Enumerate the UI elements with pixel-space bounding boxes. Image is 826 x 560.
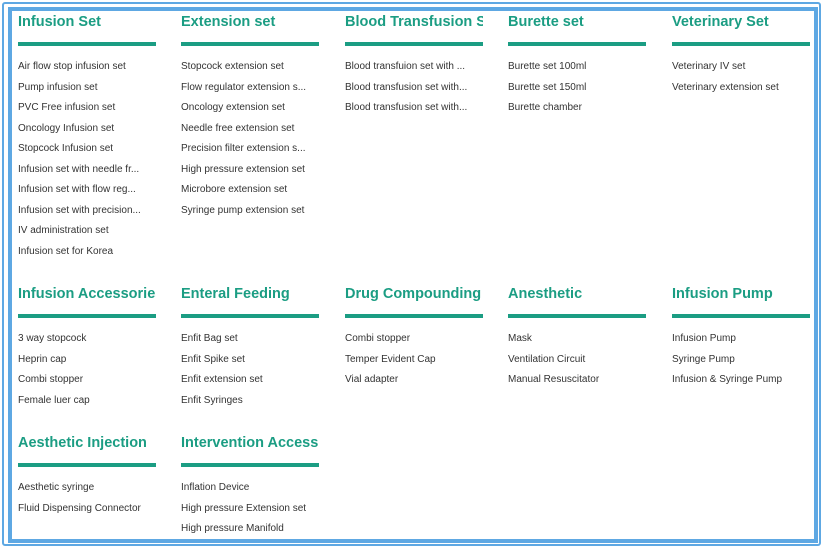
category-title[interactable]: Infusion Set <box>18 14 101 30</box>
title-underline <box>672 314 810 318</box>
menu-link[interactable]: Ventilation Circuit <box>508 353 586 365</box>
category-title[interactable]: Burette set <box>508 14 584 30</box>
title-underline <box>181 314 319 318</box>
item-list: Mask Ventilation Circuit Manual Resuscitat… <box>508 332 646 394</box>
menu-link[interactable]: Mask <box>508 333 532 344</box>
category-infusion-accessories: Infusion Accessories 3 way stopcock Heprin… <box>18 284 156 414</box>
title-underline <box>508 314 646 318</box>
category-title[interactable]: Enteral Feeding <box>181 286 290 302</box>
item-list: Infusion Pump Syringe Pump Infusion & Syri… <box>672 332 810 394</box>
menu-link[interactable]: Flow regulator extension s... <box>181 81 307 93</box>
menu-link[interactable]: Syringe pump extension set <box>181 204 305 216</box>
item-list: Stopcock extension set Flow regulator ext… <box>181 60 319 224</box>
menu-link[interactable]: Air flow stop infusion set <box>18 61 126 72</box>
category-intervention-access: Intervention Access... Inflation Device Hi… <box>181 433 319 543</box>
category-enteral-feeding: Enteral Feeding Enfit Bag set Enfit Spike … <box>181 284 319 414</box>
menu-link[interactable]: High pressure Extension set <box>181 502 307 514</box>
menu-link[interactable]: Microbore extension set <box>181 184 288 195</box>
item-list: Air flow stop infusion set Pump infusion … <box>18 60 156 265</box>
menu-link[interactable]: Pump infusion set <box>18 81 98 93</box>
item-list: Aesthetic syringe Fluid Dispensing Connec… <box>18 481 156 522</box>
item-list: Burette set 100ml Burette set 150ml Burett… <box>508 60 646 122</box>
menu-link[interactable]: Needle free extension set <box>181 122 295 134</box>
item-list: Inflation Device High pressure Extension … <box>181 481 319 543</box>
category-title[interactable]: Infusion Pump <box>672 286 773 302</box>
menu-link[interactable]: Enfit Bag set <box>181 333 238 344</box>
menu-link[interactable]: Oncology extension set <box>181 102 285 113</box>
menu-link[interactable]: Enfit Spike set <box>181 353 245 365</box>
category-extension-set: Extension set Stopcock extension set Flow … <box>181 12 319 224</box>
menu-link[interactable]: Stopcock Infusion set <box>18 143 114 154</box>
menu-link[interactable]: Stopcock extension set <box>181 61 284 72</box>
menu-link[interactable]: PVC Free infusion set <box>18 102 116 113</box>
title-underline <box>345 42 483 46</box>
menu-link[interactable]: Combi stopper <box>18 374 84 385</box>
category-aesthetic-injection: Aesthetic Injection Aesthetic syringe Flui… <box>18 433 156 522</box>
category-blood-transfusion-set: Blood Transfusion Set Blood transfuion se… <box>345 12 483 122</box>
menu-link[interactable]: Vial adapter <box>345 374 399 385</box>
category-title[interactable]: Extension set <box>181 14 276 30</box>
category-title[interactable]: Anesthetic <box>508 286 583 302</box>
menu-link[interactable]: Blood transfusion set with... <box>345 81 468 93</box>
item-list: Veterinary IV set Veterinary extension se… <box>672 60 810 101</box>
menu-link[interactable]: Female luer cap <box>18 394 90 406</box>
item-list: Blood transfuion set with ... Blood trans… <box>345 60 483 122</box>
category-title[interactable]: Intervention Access... <box>181 435 319 451</box>
category-title[interactable]: Veterinary Set <box>672 14 769 30</box>
menu-link[interactable]: Infusion & Syringe Pump <box>672 374 783 385</box>
menu-link[interactable]: Burette chamber <box>508 102 582 113</box>
title-underline <box>181 463 319 467</box>
menu-link[interactable]: Infusion set with needle fr... <box>18 163 140 175</box>
title-underline <box>508 42 646 46</box>
title-underline <box>181 42 319 46</box>
category-infusion-pump: Infusion Pump Infusion Pump Syringe Pump In… <box>672 284 810 394</box>
menu-link[interactable]: Aesthetic syringe <box>18 482 95 493</box>
menu-link[interactable]: Manual Resuscitator <box>508 374 600 385</box>
menu-link[interactable]: Veterinary extension set <box>672 81 779 93</box>
menu-link[interactable]: Burette set 150ml <box>508 81 587 93</box>
item-list: 3 way stopcock Heprin cap Combi stopper Fem… <box>18 332 156 414</box>
menu-link[interactable]: Infusion set with precision... <box>18 204 141 216</box>
menu-link[interactable]: Combi stopper <box>345 333 411 344</box>
menu-link[interactable]: Heprin cap <box>18 353 67 365</box>
category-title[interactable]: Infusion Accessories <box>18 286 156 302</box>
category-drug-compounding: Drug Compounding Combi stopper Temper Evid… <box>345 284 483 394</box>
menu-link[interactable]: Infusion set for Korea <box>18 245 114 257</box>
item-list: Enfit Bag set Enfit Spike set Enfit extens… <box>181 332 319 414</box>
menu-link[interactable]: Enfit Syringes <box>181 394 243 406</box>
menu-link[interactable]: High pressure Manifold <box>181 523 284 534</box>
menu-link[interactable]: Precision filter extension s... <box>181 143 306 154</box>
category-veterinary-set: Veterinary Set Veterinary IV set Veterinar… <box>672 12 810 101</box>
item-list: Combi stopper Temper Evident Cap Vial adap… <box>345 332 483 394</box>
menu-link[interactable]: Burette set 100ml <box>508 61 587 72</box>
title-underline <box>18 314 156 318</box>
category-title[interactable]: Blood Transfusion Set <box>345 14 483 30</box>
title-underline <box>672 42 810 46</box>
outer-frame <box>2 2 821 546</box>
menu-link[interactable]: Fluid Dispensing Connector <box>18 502 141 514</box>
title-underline <box>18 42 156 46</box>
menu-link[interactable]: Infusion Pump <box>672 333 736 344</box>
menu-link[interactable]: Syringe Pump <box>672 353 735 365</box>
menu-link[interactable]: Enfit extension set <box>181 374 263 385</box>
title-underline <box>18 463 156 467</box>
category-anesthetic: Anesthetic Mask Ventilation Circuit Manual … <box>508 284 646 394</box>
menu-link[interactable]: Blood transfusion set with... <box>345 102 468 113</box>
title-underline <box>345 314 483 318</box>
menu-link[interactable]: Inflation Device <box>181 482 250 493</box>
category-title[interactable]: Drug Compounding <box>345 286 482 302</box>
menu-link[interactable]: IV administration set <box>18 225 109 236</box>
menu-link[interactable]: High pressure extension set <box>181 163 305 175</box>
category-infusion-set: Infusion Set Air flow stop infusion set Pu… <box>18 12 156 265</box>
menu-link[interactable]: Infusion set with flow reg... <box>18 184 136 195</box>
menu-link[interactable]: 3 way stopcock <box>18 333 87 344</box>
menu-link[interactable]: Veterinary IV set <box>672 61 746 72</box>
menu-panel <box>8 7 818 543</box>
menu-link[interactable]: Temper Evident Cap <box>345 353 436 365</box>
category-burette-set: Burette set Burette set 100ml Burette set … <box>508 12 646 122</box>
category-title[interactable]: Aesthetic Injection <box>18 435 147 451</box>
menu-link[interactable]: Oncology Infusion set <box>18 122 115 134</box>
menu-link[interactable]: Blood transfuion set with ... <box>345 61 466 72</box>
